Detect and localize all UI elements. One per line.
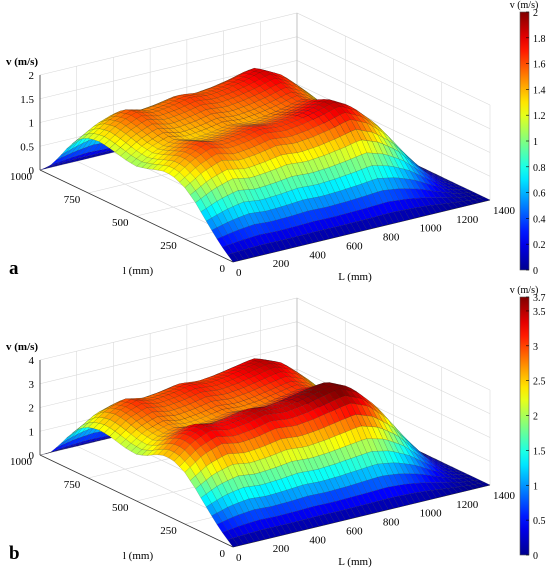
y-tick-label: 0: [220, 548, 226, 560]
x-tick-label: 800: [383, 232, 400, 244]
z-tick-label: 2: [29, 70, 35, 82]
x-tick-label: 400: [309, 249, 326, 261]
colorbar-a: v (m/s) 0 0.2 0.4 0.6 0.8 1 1.2 1.4 1.6 1.8 2: [510, 0, 546, 277]
surface-cell: [227, 538, 239, 548]
y-tick-label: 1000: [10, 171, 33, 183]
tick-labels-b: 0200400600800100012001400025050075010000…: [10, 355, 516, 564]
x-tick-label: 0: [236, 267, 242, 279]
surface-b: [39, 358, 491, 548]
x-tick-label: 200: [273, 258, 290, 270]
colorbar-tick-label: 3: [533, 342, 538, 353]
x-tick-label: 1000: [420, 223, 443, 235]
panel-label-b: b: [9, 543, 20, 564]
x-tick-label: 600: [346, 525, 363, 537]
x-tick-label: 600: [346, 240, 363, 252]
y-axis-label: l (mm): [123, 265, 154, 277]
y-axis-label: l (mm): [123, 550, 154, 562]
colorbar-tick-label: 1.8: [533, 34, 546, 45]
z-tick-label: 1: [29, 118, 35, 130]
x-tick-label: 400: [309, 534, 326, 546]
colorbar-tick-label: 1: [533, 481, 538, 492]
z-tick-label: 1: [29, 426, 35, 438]
surface-cell: [227, 252, 239, 263]
surface-plot-a: 0 200 400 600 800 1000 1200 1400 0 250 500 750 1000 0…: [0, 0, 550, 285]
tick-labels-a: 0200400600800100012001400025050075010000…: [10, 70, 516, 279]
y-tick-label: 500: [112, 217, 129, 229]
colorbar-tick-label: 2: [533, 8, 538, 19]
colorbar-tick-label: 0.8: [533, 163, 546, 174]
x-tick-label: 1400: [493, 205, 516, 217]
x-tick-label: 1200: [456, 214, 479, 226]
colorbar-tick-label: 2.5: [533, 377, 546, 388]
colorbar-tick-label: 1.6: [533, 60, 546, 71]
colorbar-b: v (m/s) 0 0.5 1 1.5 2 2.5 3 3.5 3.7: [510, 285, 546, 562]
colorbar-tick-label: 3.7: [533, 293, 546, 304]
x-axis-label: L (mm): [338, 556, 372, 568]
surface-a: [39, 68, 491, 263]
x-tick-label: 800: [383, 517, 400, 529]
colorbar-tick-label: 3.5: [533, 307, 546, 318]
x-tick-label: 1000: [420, 508, 443, 520]
z-tick-label: 1.5: [20, 94, 34, 106]
y-tick-label: 250: [160, 525, 177, 537]
colorbar-tick-label: 0.6: [533, 189, 546, 200]
colorbar-tick-label: 0.4: [533, 214, 546, 225]
x-tick-label: 1200: [456, 499, 479, 511]
y-tick-label: 750: [64, 194, 81, 206]
z-tick-label: 2: [29, 403, 35, 415]
x-tick-label: 1400: [493, 490, 516, 502]
colorbar-tick-label: 0.5: [533, 516, 546, 527]
colorbar-tick-label: 2: [533, 412, 538, 423]
z-tick-label: 3: [29, 379, 35, 391]
y-axis-line: [39, 454, 234, 548]
z-axis-label: v (m/s): [6, 341, 38, 353]
colorbar-bar: [519, 296, 530, 556]
y-tick-label: 500: [112, 502, 129, 514]
x-axis-label: L (mm): [338, 271, 372, 283]
colorbar-tick-label: 0.2: [533, 240, 546, 251]
colorbar-tick-label: 0: [533, 266, 538, 277]
colorbar-label: v (m/s): [510, 0, 539, 11]
colorbar-tick-label: 1.4: [533, 85, 546, 96]
panel-label-a: a: [9, 258, 19, 279]
z-tick-label: 0: [29, 165, 35, 177]
z-tick-label: 0.5: [20, 141, 34, 153]
surface-plot-a-svg: 0200400600800100012001400025050075010000…: [6, 0, 546, 283]
y-tick-label: 1000: [10, 456, 33, 468]
y-axis-line: [39, 169, 234, 263]
y-tick-label: 750: [64, 479, 81, 491]
x-tick-label: 0: [236, 552, 242, 564]
colorbar-tick-label: 1: [533, 137, 538, 148]
surface-plot-b: 0 200 400 600 800 1000 1200 1400 0 250 500 750 1000 0…: [0, 285, 550, 570]
z-axis-label: v (m/s): [6, 56, 38, 68]
y-tick-label: 0: [220, 263, 226, 275]
z-tick-label: 0: [29, 450, 35, 462]
colorbar-tick-label: 0: [533, 551, 538, 562]
surface-plot-b-svg: 0200400600800100012001400025050075010000…: [6, 285, 546, 568]
colorbar-tick-label: 1.5: [533, 446, 546, 457]
colorbar-label: v (m/s): [510, 285, 539, 296]
y-tick-label: 250: [160, 240, 177, 252]
z-tick-label: 4: [29, 355, 35, 367]
x-tick-label: 200: [273, 543, 290, 555]
colorbar-tick-label: 1.2: [533, 111, 546, 122]
